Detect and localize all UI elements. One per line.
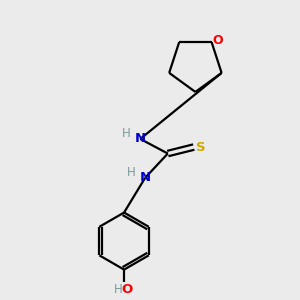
Text: O: O [121,283,132,296]
Text: N: N [140,171,151,184]
Text: N: N [135,132,146,146]
Text: S: S [196,141,206,154]
Text: H: H [127,166,136,178]
Text: H: H [114,283,123,296]
Text: O: O [212,34,223,47]
Text: H: H [122,127,131,140]
